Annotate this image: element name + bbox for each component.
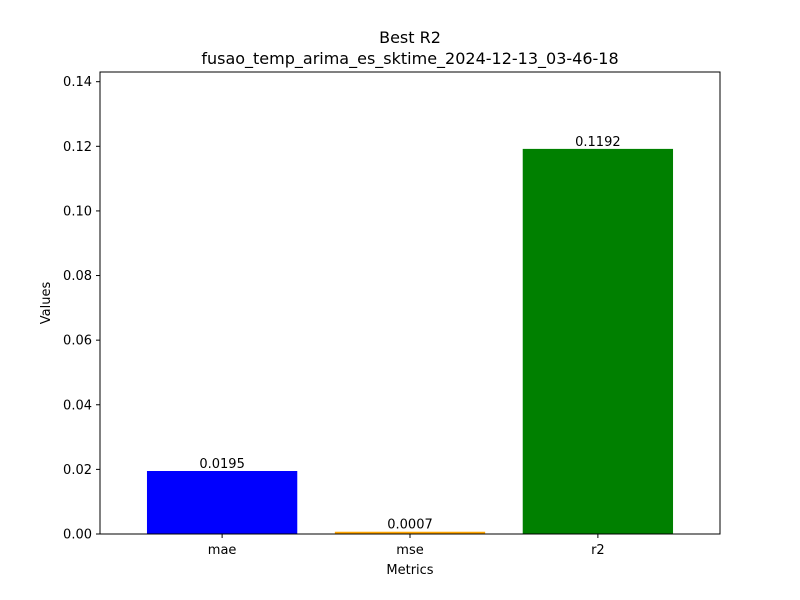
y-tick-label: 0.14 xyxy=(63,75,92,90)
data-label-r2: 0.1192 xyxy=(575,135,621,150)
x-tick-label-mse: mse xyxy=(396,543,423,558)
data-label-mse: 0.0007 xyxy=(387,518,433,533)
y-tick-label: 0.00 xyxy=(63,528,92,543)
x-tick-label-r2: r2 xyxy=(591,543,605,558)
y-tick-label: 0.12 xyxy=(63,140,92,155)
chart-subtitle: fusao_temp_arima_es_sktime_2024-12-13_03… xyxy=(201,49,618,69)
y-tick-label: 0.02 xyxy=(63,463,92,478)
bar-r2 xyxy=(522,148,674,534)
data-labels-group: 0.0195 0.0007 0.1192 xyxy=(199,135,620,533)
y-axis-label: Values xyxy=(39,282,54,325)
x-axis-label: Metrics xyxy=(386,563,433,578)
y-tick-label: 0.06 xyxy=(63,334,92,349)
y-tick-label: 0.08 xyxy=(63,269,92,284)
x-axis-ticks: mae mse r2 xyxy=(208,534,605,558)
y-axis-ticks: 0.00 0.02 0.04 0.06 0.08 0.10 0.12 0.14 xyxy=(63,75,100,543)
data-label-mae: 0.0195 xyxy=(199,457,245,472)
chart-title: Best R2 xyxy=(379,28,441,47)
x-tick-label-mae: mae xyxy=(208,543,237,558)
y-tick-label: 0.10 xyxy=(63,204,92,219)
bars-group xyxy=(146,148,674,534)
bar-mse xyxy=(334,531,486,534)
y-tick-label: 0.04 xyxy=(63,398,92,413)
bar-mae xyxy=(146,471,298,534)
